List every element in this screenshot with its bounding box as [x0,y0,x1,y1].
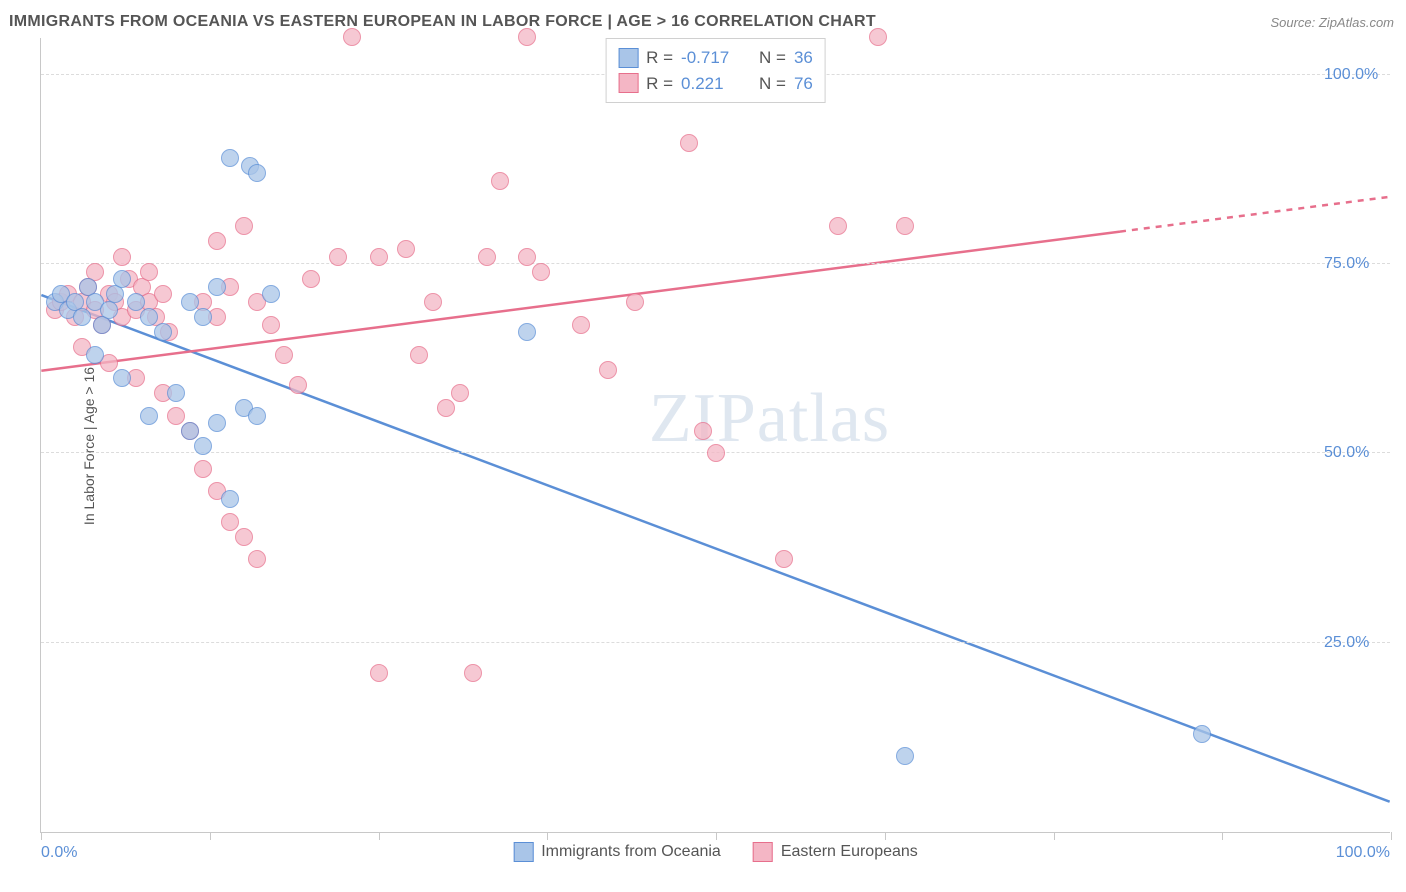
trend-lines [41,38,1390,832]
correlation-legend: R = -0.717 N = 36 R = 0.221 N = 76 [605,38,826,103]
data-point [235,528,253,546]
data-point [154,285,172,303]
data-point [140,308,158,326]
chart-title: IMMIGRANTS FROM OCEANIA VS EASTERN EUROP… [9,13,876,31]
data-point [208,414,226,432]
data-point [262,285,280,303]
data-point [343,28,361,46]
data-point [370,248,388,266]
data-point [235,217,253,235]
data-point [518,28,536,46]
data-point [248,164,266,182]
data-point [478,248,496,266]
swatch-icon [618,48,638,68]
legend-row-oceania: R = -0.717 N = 36 [618,45,813,71]
data-point [532,263,550,281]
y-tick-label: 50.0% [1324,444,1384,462]
data-point [140,407,158,425]
watermark: ZIPatlas [649,379,890,459]
data-point [221,490,239,508]
data-point [626,293,644,311]
data-point [167,407,185,425]
data-point [707,444,725,462]
x-tick [1054,832,1055,840]
data-point [208,278,226,296]
swatch-icon [513,842,533,862]
data-point [437,399,455,417]
scatter-chart: ZIPatlas R = -0.717 N = 36 R = 0.221 N =… [40,38,1390,833]
data-point [181,293,199,311]
data-point [1193,725,1211,743]
x-tick [547,832,548,840]
data-point [518,248,536,266]
data-point [518,323,536,341]
data-point [370,664,388,682]
data-point [829,217,847,235]
data-point [86,346,104,364]
data-point [775,550,793,568]
data-point [680,134,698,152]
legend-item-oceania: Immigrants from Oceania [513,842,721,862]
source-attribution: Source: ZipAtlas.com [1270,15,1394,30]
data-point [127,293,145,311]
x-tick [1391,832,1392,840]
x-tick [379,832,380,840]
data-point [208,232,226,250]
data-point [154,323,172,341]
data-point [275,346,293,364]
x-axis-min-label: 0.0% [41,844,77,862]
data-point [451,384,469,402]
data-point [194,460,212,478]
data-point [424,293,442,311]
data-point [167,384,185,402]
data-point [73,308,91,326]
data-point [221,149,239,167]
data-point [221,513,239,531]
data-point [869,28,887,46]
gridline [41,642,1390,643]
data-point [140,263,158,281]
y-tick-label: 100.0% [1324,66,1384,84]
data-point [896,217,914,235]
data-point [289,376,307,394]
data-point [113,369,131,387]
x-tick [41,832,42,840]
x-tick [885,832,886,840]
data-point [194,437,212,455]
data-point [397,240,415,258]
y-tick-label: 75.0% [1324,255,1384,273]
data-point [194,308,212,326]
data-point [302,270,320,288]
x-tick [716,832,717,840]
data-point [262,316,280,334]
x-tick [1222,832,1223,840]
y-tick-label: 25.0% [1324,634,1384,652]
legend-item-eastern-european: Eastern Europeans [753,842,918,862]
data-point [113,248,131,266]
x-axis-max-label: 100.0% [1336,844,1390,862]
data-point [896,747,914,765]
legend-row-eastern-european: R = 0.221 N = 76 [618,71,813,97]
data-point [113,270,131,288]
data-point [329,248,347,266]
data-point [694,422,712,440]
data-point [410,346,428,364]
data-point [181,422,199,440]
data-point [572,316,590,334]
swatch-icon [753,842,773,862]
swatch-icon [618,73,638,93]
data-point [248,550,266,568]
data-point [599,361,617,379]
data-point [464,664,482,682]
x-tick [210,832,211,840]
data-point [491,172,509,190]
gridline [41,263,1390,264]
data-point [248,407,266,425]
series-legend: Immigrants from Oceania Eastern European… [513,842,918,862]
